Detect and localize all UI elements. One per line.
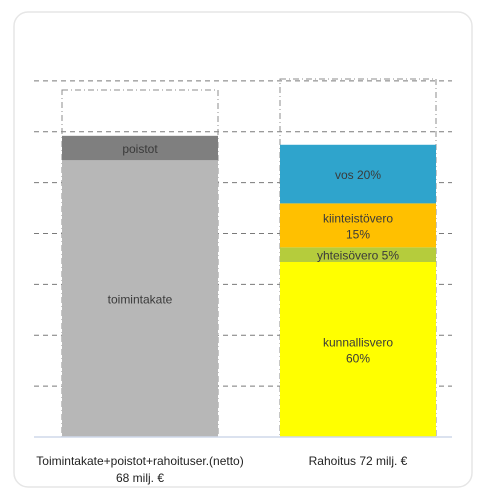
segment-label: kiinteistövero: [323, 211, 393, 225]
segment-label: 15%: [346, 227, 370, 241]
bars: [61, 78, 437, 438]
category-label: Toimintakate+poistot+rahoituser.(netto): [36, 454, 243, 468]
bar-segment: [280, 261, 436, 437]
bar-segment: [280, 203, 436, 248]
segment-label: kunnallisvero: [323, 335, 393, 349]
bar-segment: [280, 247, 436, 262]
bar-segment: [280, 144, 436, 204]
segment-labels: toimintakate poistot kunnallisvero 60% yhtei…: [108, 142, 400, 365]
segment-label: poistot: [122, 142, 158, 156]
bar-segment: [62, 160, 218, 438]
category-label-sub: 68 milj. €: [116, 471, 164, 485]
gridlines: [34, 80, 452, 387]
bar-segment: [62, 135, 218, 161]
segment-label: toimintakate: [108, 293, 173, 307]
category-labels: Toimintakate+poistot+rahoituser.(netto) 6…: [36, 454, 407, 485]
segment-label: vos 20%: [335, 168, 381, 182]
category-label: Rahoitus 72 milj. €: [309, 454, 408, 468]
segment-label: yhteisövero 5%: [317, 249, 399, 263]
segment-label: 60%: [346, 351, 370, 365]
